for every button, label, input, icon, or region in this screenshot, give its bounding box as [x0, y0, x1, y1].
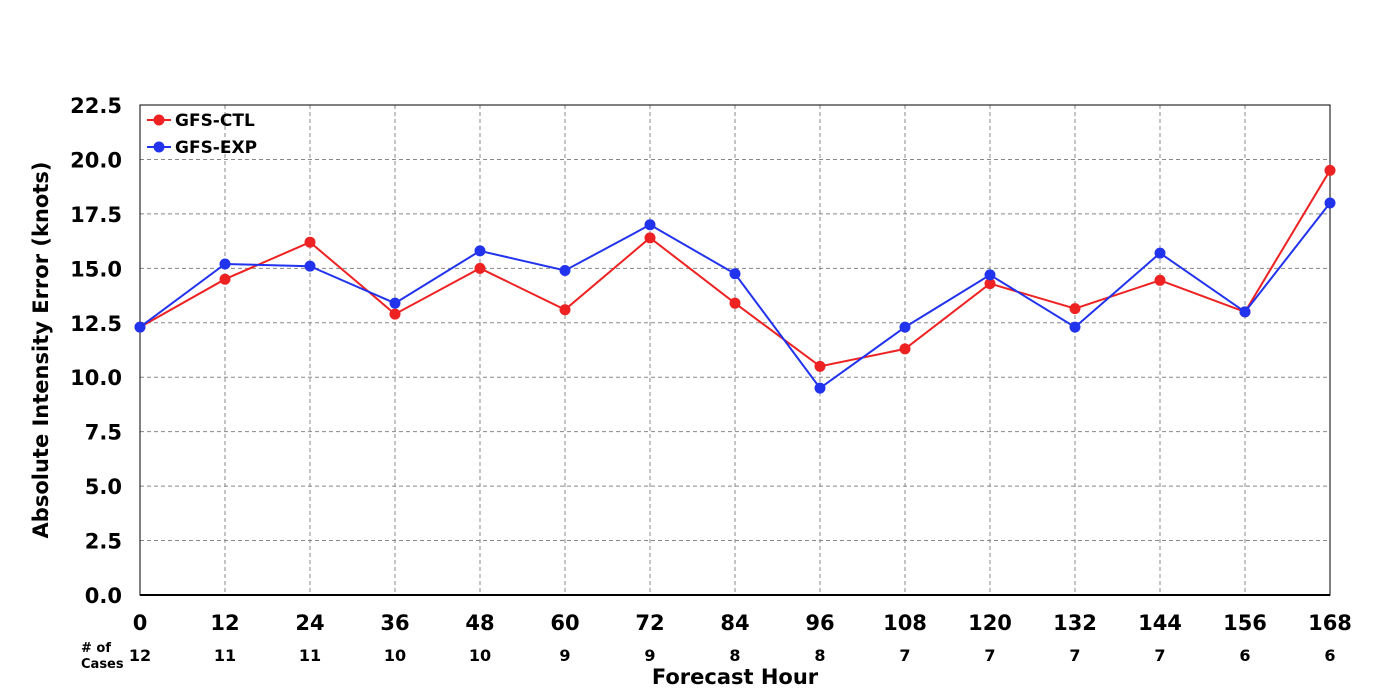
gfs-exp-point: [644, 219, 656, 231]
gfs-exp-point: [134, 321, 146, 333]
y-tick-label: 15.0: [70, 257, 122, 281]
x-tick-labels: 0 12 24 36 48 60 72 84 96 108 120 132 144 156 168: [133, 611, 1352, 635]
case-count: 10: [384, 646, 406, 665]
case-count: 11: [214, 646, 236, 665]
y-tick-label: 0.0: [85, 584, 122, 608]
y-tick-label: 22.5: [70, 94, 122, 118]
gfs-ctl-point: [814, 360, 826, 372]
x-tick-label: 144: [1138, 611, 1182, 635]
cases-row: # of Cases 12 11 11 10 10 9 9 8 8 7 7 7 7 6 6: [81, 641, 1336, 672]
case-count: 7: [1069, 646, 1080, 665]
gfs-ctl-point: [729, 297, 741, 309]
case-count: 6: [1324, 646, 1335, 665]
x-tick-label: 48: [465, 611, 494, 635]
gfs-ctl-legend-label: GFS-CTL: [175, 111, 255, 131]
gfs-ctl-point: [304, 236, 316, 248]
y-tick-label: 10.0: [70, 366, 122, 390]
gfs-exp-point: [559, 265, 571, 277]
legend: GFS-CTL GFS-EXP: [147, 111, 257, 158]
x-tick-label: 84: [720, 611, 749, 635]
case-count: 9: [644, 646, 655, 665]
gfs-exp-point: [899, 321, 911, 333]
gfs-ctl-point: [474, 262, 486, 274]
cases-label-line-2: Cases: [81, 657, 124, 672]
y-tick-label: 5.0: [85, 475, 122, 499]
x-tick-label: 108: [883, 611, 927, 635]
plot-frame: [139, 104, 1331, 596]
x-tick-label: 168: [1308, 611, 1352, 635]
gfs-ctl-point: [1324, 164, 1336, 176]
gfs-exp-point: [304, 260, 316, 272]
y-tick-label: 2.5: [85, 530, 122, 554]
y-tick-label: 20.0: [70, 148, 122, 172]
case-count: 7: [1154, 646, 1165, 665]
case-count: 7: [899, 646, 910, 665]
gfs-exp-point: [729, 268, 741, 280]
y-tick-label: 12.5: [70, 312, 122, 336]
gfs-exp-point: [984, 269, 996, 281]
gfs-exp-point: [219, 258, 231, 270]
case-count: 11: [299, 646, 321, 665]
gfs-exp-point: [1069, 321, 1081, 333]
gfs-exp-point: [1154, 247, 1166, 259]
x-tick-label: 96: [805, 611, 834, 635]
gfs-ctl-point: [389, 308, 401, 320]
case-count: 7: [984, 646, 995, 665]
gfs-ctl-point: [1154, 274, 1166, 286]
gfs-ctl-point: [1069, 303, 1081, 315]
gfs-exp-point: [474, 245, 486, 257]
gfs-ctl-legend-marker: [153, 114, 165, 126]
gfs-exp-point: [1239, 306, 1251, 318]
case-count: 8: [729, 646, 740, 665]
gfs-ctl-point: [899, 343, 911, 355]
x-tick-label: 24: [295, 611, 324, 635]
x-tick-label: 0: [133, 611, 148, 635]
x-tick-label: 12: [210, 611, 239, 635]
x-tick-label: 132: [1053, 611, 1097, 635]
case-count: 10: [469, 646, 491, 665]
gfs-ctl-point: [984, 278, 996, 290]
y-axis-title: Absolute Intensity Error (knots): [29, 162, 53, 539]
y-tick-label: 7.5: [85, 421, 122, 445]
gfs-ctl-point: [559, 304, 571, 316]
y-tick-label: 17.5: [70, 203, 122, 227]
case-count: 6: [1239, 646, 1250, 665]
x-tick-label: 120: [968, 611, 1012, 635]
x-axis-title: Forecast Hour: [652, 665, 819, 689]
cases-label-line-1: # of: [81, 641, 111, 656]
x-tick-label: 156: [1223, 611, 1267, 635]
x-tick-label: 36: [380, 611, 409, 635]
grid-lines: [140, 105, 1330, 595]
gfs-exp-point: [1324, 197, 1336, 209]
gfs-ctl-point: [219, 273, 231, 285]
gfs-exp-point: [814, 382, 826, 394]
gfs-ctl-point: [644, 232, 656, 244]
gfs-exp-legend-label: GFS-EXP: [175, 138, 257, 158]
series-lines: [134, 164, 1336, 394]
case-count: 9: [559, 646, 570, 665]
y-tick-labels: 0.0 2.5 5.0 7.5 10.0 12.5 15.0 17.5 20.0 22.5: [70, 94, 122, 608]
gfs-exp-legend-marker: [153, 141, 165, 153]
x-tick-label: 72: [635, 611, 664, 635]
case-count: 8: [814, 646, 825, 665]
case-count: 12: [129, 646, 151, 665]
x-tick-label: 60: [550, 611, 579, 635]
gfs-exp-point: [389, 297, 401, 309]
